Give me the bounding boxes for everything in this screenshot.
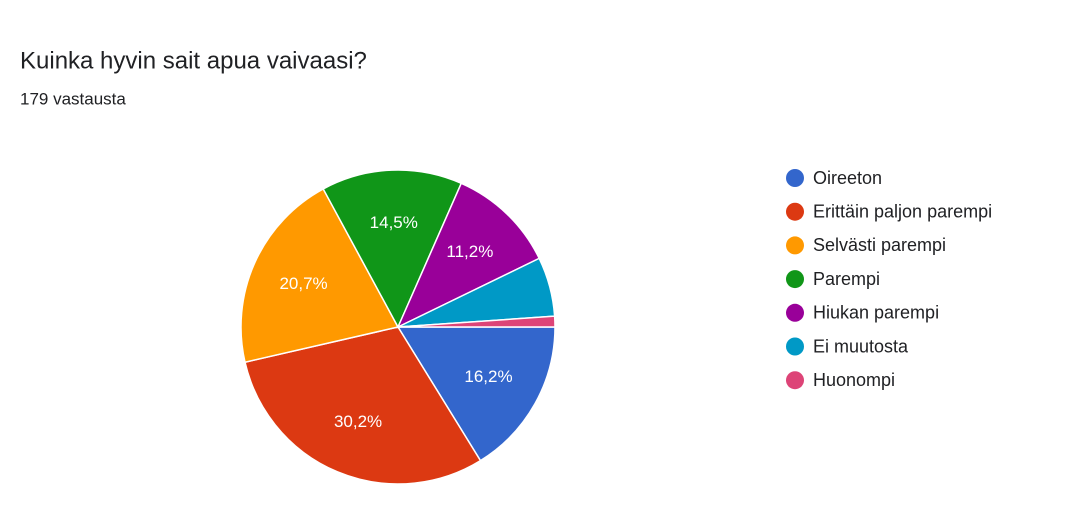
legend-label: Parempi [813, 269, 880, 289]
data-label: 20,7% [279, 274, 327, 293]
legend-marker [786, 202, 804, 221]
pie-slice [396, 326, 556, 462]
pie-slice [240, 187, 400, 364]
legend-marker [786, 169, 804, 187]
legend-label: Erittäin paljon parempi [813, 201, 992, 221]
legend-marker [786, 303, 804, 322]
legend-label: Oireeton [813, 168, 882, 188]
legend-label: Hiukan parempi [813, 303, 939, 323]
pie-slice [396, 182, 541, 329]
legend-marker [786, 236, 804, 255]
legend-marker [786, 337, 804, 356]
legend-label: Huonompi [813, 370, 895, 390]
pie-slice [322, 169, 463, 329]
data-label: 30,2% [334, 412, 382, 431]
legend-marker [786, 371, 804, 390]
pie-slice [244, 326, 482, 485]
pie-slice [397, 315, 556, 328]
legend-label: Ei muutosta [813, 336, 909, 356]
legend-marker [786, 270, 804, 289]
chart-title: Kuinka hyvin sait apua vaivaasi? [20, 47, 367, 74]
chart-subtitle: 179 vastausta [20, 89, 126, 108]
data-label: 11,2% [446, 242, 493, 261]
legend-label: Selvästi parempi [813, 235, 946, 255]
data-label: 16,2% [464, 367, 512, 386]
data-label: 14,5% [370, 213, 418, 232]
